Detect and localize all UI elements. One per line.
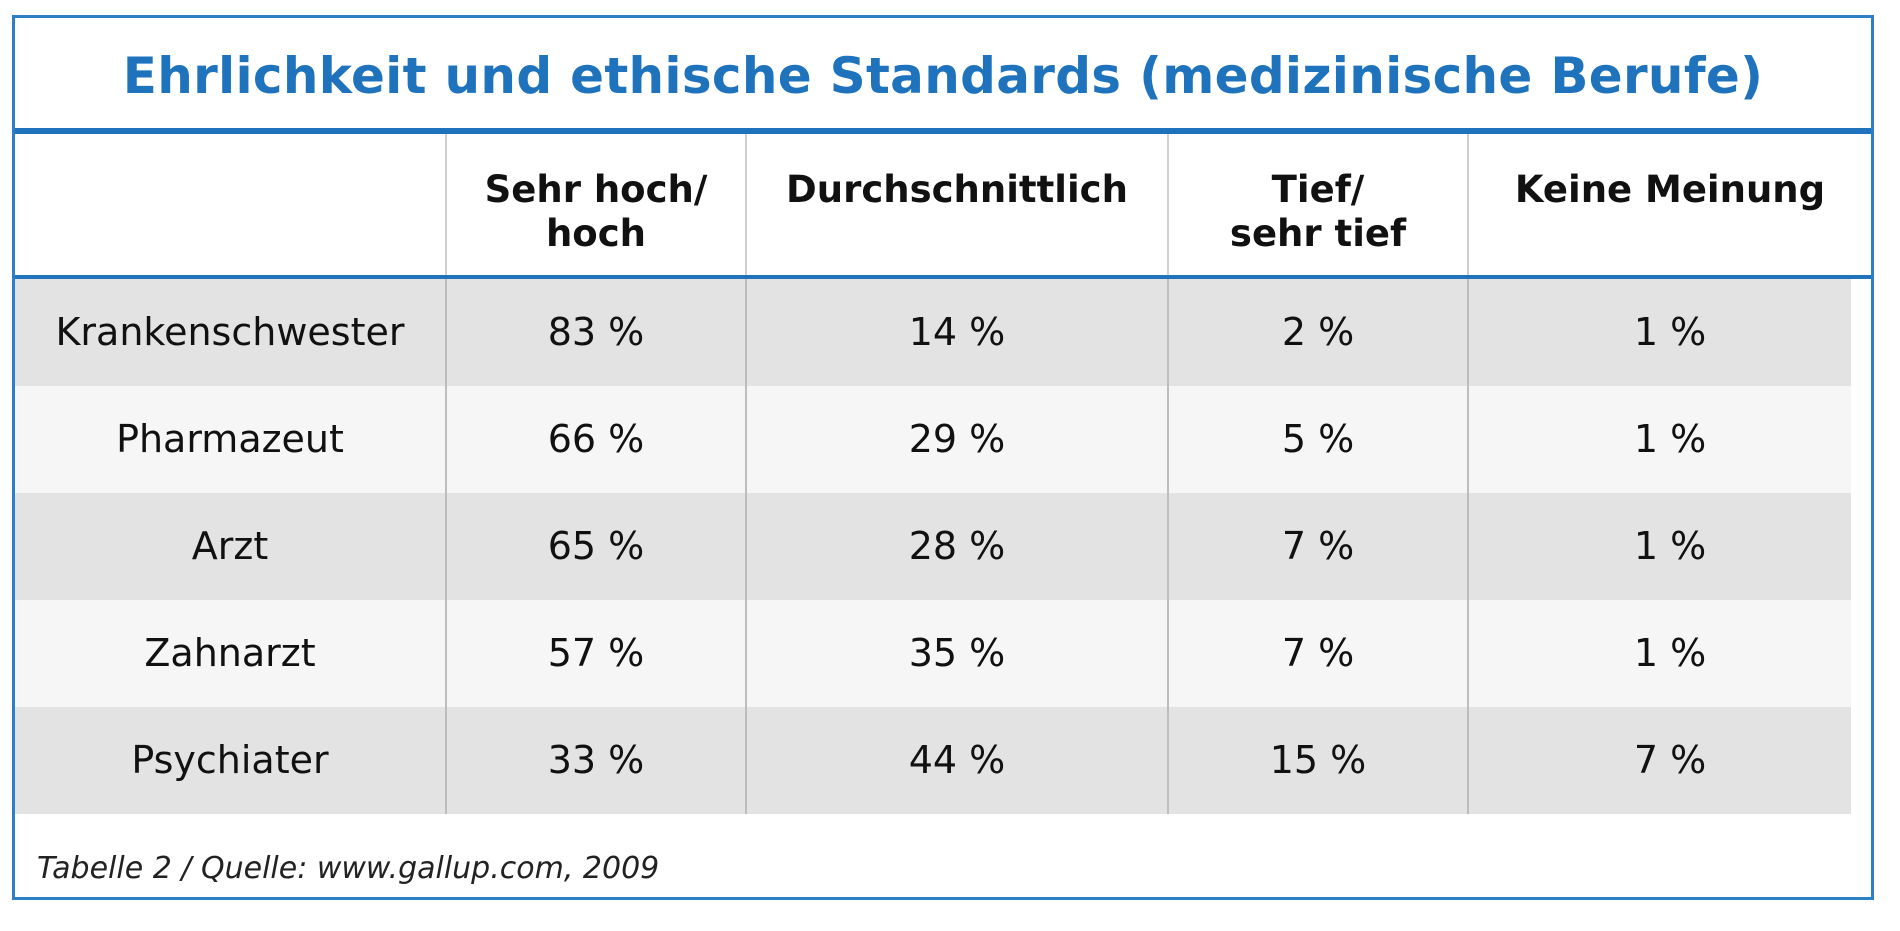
- value-cell: 29 %: [745, 386, 1167, 493]
- row-label: Zahnarzt: [144, 631, 316, 675]
- value-cell: 14 %: [745, 279, 1167, 386]
- row-label: Psychiater: [131, 738, 329, 782]
- header-row: Sehr hoch/ hoch Durchschnittlich Tief/ s…: [15, 134, 1871, 275]
- value-cell: 5 %: [1167, 386, 1467, 493]
- value-cell: 28 %: [745, 493, 1167, 600]
- value-cell: 7 %: [1467, 707, 1871, 814]
- title-divider: [15, 128, 1871, 134]
- table-frame: Ehrlichkeit und ethische Standards (medi…: [12, 15, 1874, 900]
- value-cell: 65 %: [445, 493, 745, 600]
- row-label: Pharmazeut: [116, 417, 344, 461]
- row-edge: [1851, 493, 1871, 600]
- value-cell: 15 %: [1167, 707, 1467, 814]
- value-cell: 57 %: [445, 600, 745, 707]
- value-cell: 1 %: [1467, 279, 1871, 386]
- value-cell: 33 %: [445, 707, 745, 814]
- table-row: Arzt 65 % 28 % 7 % 1 %: [15, 493, 1871, 600]
- value-cell: 2 %: [1167, 279, 1467, 386]
- header-cell-sehr-hoch: Sehr hoch/ hoch: [445, 134, 745, 275]
- value-cell: 7 %: [1167, 493, 1467, 600]
- table-row: Pharmazeut 66 % 29 % 5 % 1 %: [15, 386, 1871, 493]
- header-divider: [15, 275, 1871, 279]
- table-row: Psychiater 33 % 44 % 15 % 7 %: [15, 707, 1871, 814]
- value-cell: 44 %: [745, 707, 1167, 814]
- value-cell: 1 %: [1467, 493, 1871, 600]
- table-title: Ehrlichkeit und ethische Standards (medi…: [122, 47, 1764, 105]
- value-cell: 66 %: [445, 386, 745, 493]
- source-caption: Tabelle 2 / Quelle: www.gallup.com, 2009: [37, 851, 660, 886]
- row-label: Arzt: [191, 524, 269, 568]
- row-edge: [1851, 600, 1871, 707]
- row-label: Krankenschwester: [55, 310, 405, 354]
- value-cell: 83 %: [445, 279, 745, 386]
- table-row: Zahnarzt 57 % 35 % 7 % 1 %: [15, 600, 1871, 707]
- table-row: Krankenschwester 83 % 14 % 2 % 1 %: [15, 279, 1871, 386]
- header-cell-durchschnittlich: Durchschnittlich: [745, 134, 1167, 275]
- row-edge: [1851, 279, 1871, 386]
- value-cell: 1 %: [1467, 600, 1871, 707]
- row-edge: [1851, 386, 1871, 493]
- header-cell-tief: Tief/ sehr tief: [1167, 134, 1467, 275]
- value-cell: 35 %: [745, 600, 1167, 707]
- value-cell: 1 %: [1467, 386, 1871, 493]
- row-edge: [1851, 707, 1871, 814]
- header-cell-keine-meinung: Keine Meinung: [1467, 134, 1871, 275]
- header-cell-empty: [15, 134, 445, 275]
- value-cell: 7 %: [1167, 600, 1467, 707]
